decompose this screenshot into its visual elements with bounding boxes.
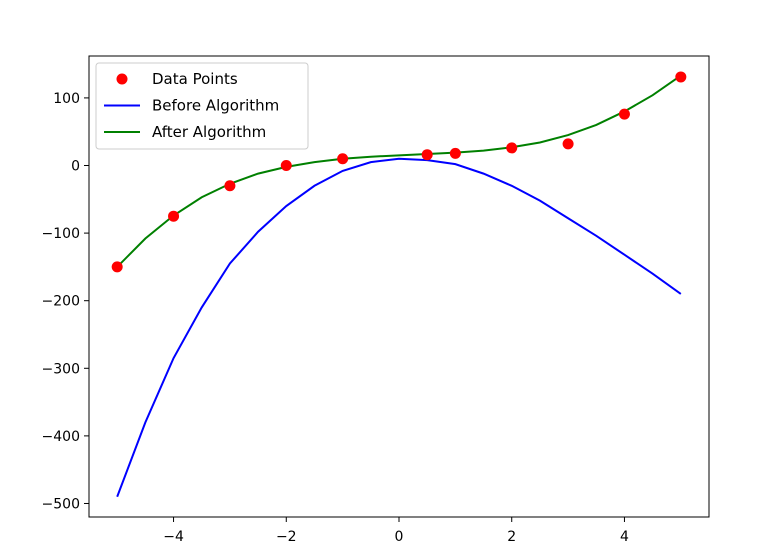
data-point — [562, 138, 574, 150]
series-line-before-algorithm — [116, 157, 682, 498]
data-point — [449, 147, 461, 159]
axes: −4 −2 0 2 4 100 0 −100 −200 −300 −400 −500 — [42, 55, 710, 545]
data-point — [337, 153, 349, 165]
legend-label: After Algorithm — [152, 123, 266, 141]
series-line-after-algorithm — [116, 74, 682, 268]
y-tick-label: −100 — [42, 226, 80, 242]
legend-label: Data Points — [152, 70, 238, 88]
data-point — [224, 180, 236, 192]
data-point — [280, 160, 292, 171]
legend-label: Before Algorithm — [152, 97, 279, 115]
data-point — [618, 108, 630, 120]
x-tick-label: 2 — [507, 529, 516, 545]
data-point — [506, 142, 518, 154]
y-tick-label: 0 — [71, 159, 80, 175]
y-tick-label: −300 — [42, 361, 80, 377]
y-tick-label: −400 — [42, 429, 80, 445]
legend-marker-data-points — [116, 73, 128, 85]
x-tick-label: −4 — [163, 529, 184, 545]
legend-box — [95, 62, 309, 150]
plot-area — [111, 71, 687, 498]
x-tick-label: 4 — [620, 529, 629, 545]
y-tick-label: −200 — [42, 294, 80, 310]
y-tick-label: −500 — [42, 496, 80, 512]
x-tick-label: 0 — [395, 529, 404, 545]
legend: Data Points Before Algorithm After Algorit… — [95, 62, 309, 150]
data-point — [111, 261, 123, 273]
x-tick-label: −2 — [276, 529, 297, 545]
data-point — [421, 149, 433, 161]
data-point — [168, 210, 180, 222]
y-tick-label: 100 — [53, 91, 80, 107]
data-point — [675, 71, 687, 83]
